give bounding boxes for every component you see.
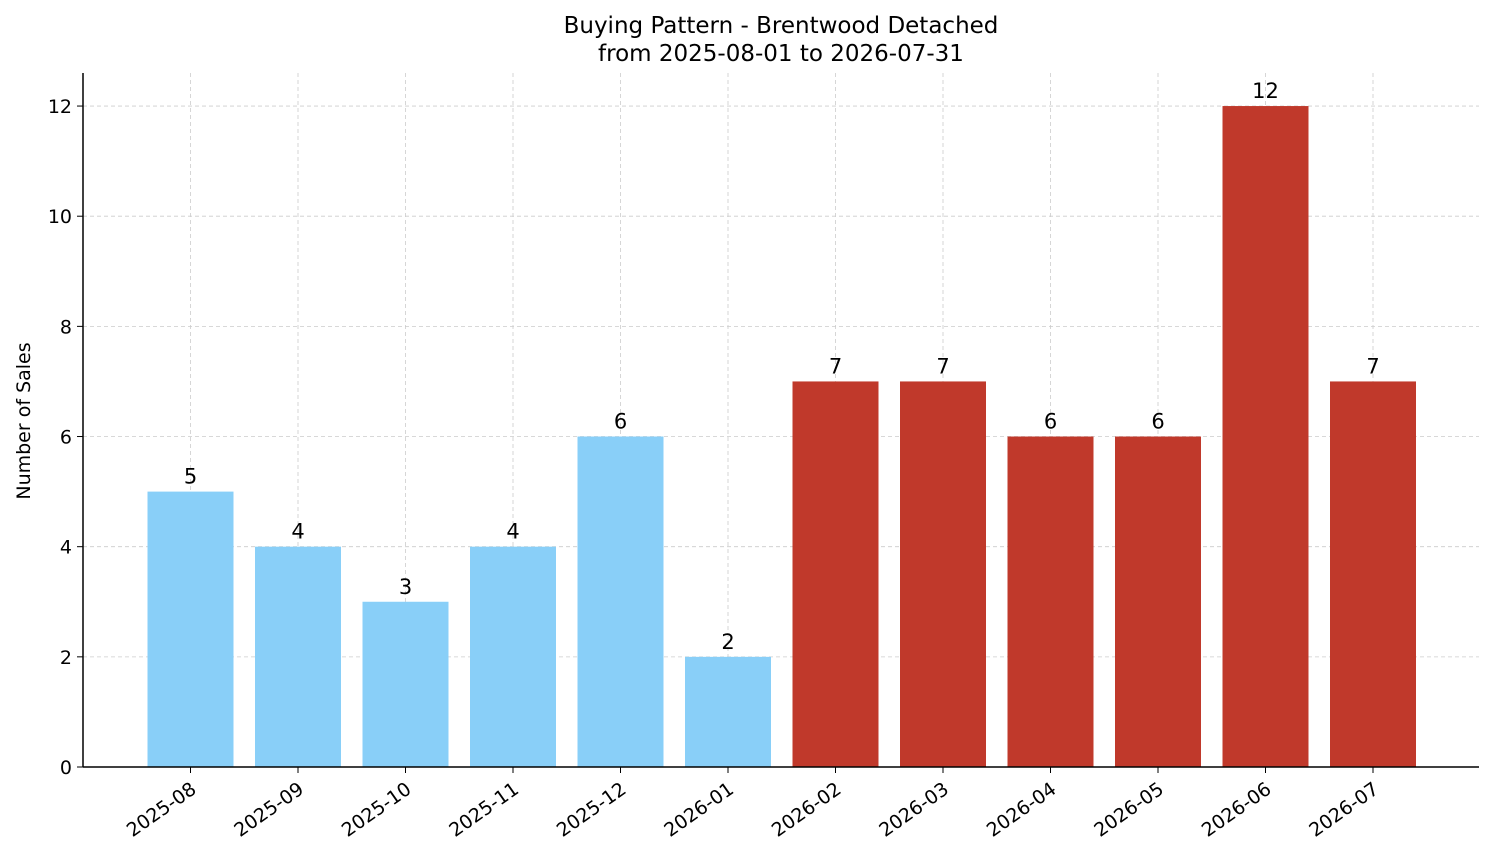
bar-2026-02 — [792, 381, 879, 767]
bar-2026-05 — [1115, 436, 1201, 767]
data-label-2025-10: 3 — [399, 575, 412, 599]
x-tick-label-2026-01: 2026-01 — [660, 778, 738, 842]
data-label-2026-02: 7 — [829, 354, 842, 378]
x-tick-label-2026-03: 2026-03 — [875, 778, 953, 842]
y-tick-label: 6 — [60, 427, 72, 449]
data-labels: 5 4 3 4 6 2 7 7 6 6 12 7 — [184, 79, 1380, 654]
data-label-2026-03: 7 — [936, 354, 949, 378]
bars — [147, 106, 1416, 768]
x-tick-label-2025-10: 2025-10 — [338, 778, 416, 842]
bar-2025-11 — [470, 546, 556, 767]
bar-2026-03 — [900, 381, 986, 767]
y-axis-label: Number of Sales — [13, 342, 35, 499]
chart-subtitle: from 2025-08-01 to 2026-07-31 — [598, 41, 964, 67]
bar-2025-08 — [147, 491, 234, 767]
bar-2026-07 — [1330, 381, 1416, 767]
data-label-2025-09: 4 — [291, 520, 304, 544]
data-label-2025-11: 4 — [506, 520, 519, 544]
data-label-2026-05: 6 — [1151, 410, 1164, 434]
y-tick-label: 8 — [60, 316, 72, 338]
bar-2026-06 — [1222, 106, 1309, 768]
x-tick-label-2025-09: 2025-09 — [230, 778, 308, 842]
y-tick-label: 2 — [60, 647, 72, 669]
y-tick-label: 12 — [48, 96, 72, 118]
bar-2025-10 — [362, 601, 449, 767]
bar-2026-01 — [685, 656, 771, 767]
data-label-2025-12: 6 — [614, 410, 627, 434]
x-tick-label-2026-07: 2026-07 — [1305, 778, 1383, 842]
chart-title: Buying Pattern - Brentwood Detached — [564, 13, 999, 39]
data-label-2026-01: 2 — [721, 630, 734, 654]
bar-2025-12 — [577, 436, 664, 767]
y-tick-label: 0 — [60, 757, 72, 779]
data-label-2025-08: 5 — [184, 465, 197, 489]
x-tick-label-2026-04: 2026-04 — [983, 778, 1061, 842]
x-tick-label-2025-12: 2025-12 — [553, 778, 631, 842]
x-tick-label-2025-08: 2025-08 — [123, 778, 201, 842]
x-tick-label-2025-11: 2025-11 — [445, 778, 523, 842]
data-label-2026-07: 7 — [1366, 354, 1379, 378]
x-tick-label-2026-02: 2026-02 — [768, 778, 846, 842]
bar-2026-04 — [1007, 436, 1094, 767]
data-label-2026-04: 6 — [1044, 410, 1057, 434]
x-tick-label-2026-06: 2026-06 — [1198, 778, 1276, 842]
y-tick-label: 10 — [48, 206, 72, 228]
bar-2025-09 — [255, 546, 341, 767]
data-label-2026-06: 12 — [1252, 79, 1279, 103]
y-tick-label: 4 — [60, 537, 72, 559]
x-tick-label-2026-05: 2026-05 — [1090, 778, 1168, 842]
